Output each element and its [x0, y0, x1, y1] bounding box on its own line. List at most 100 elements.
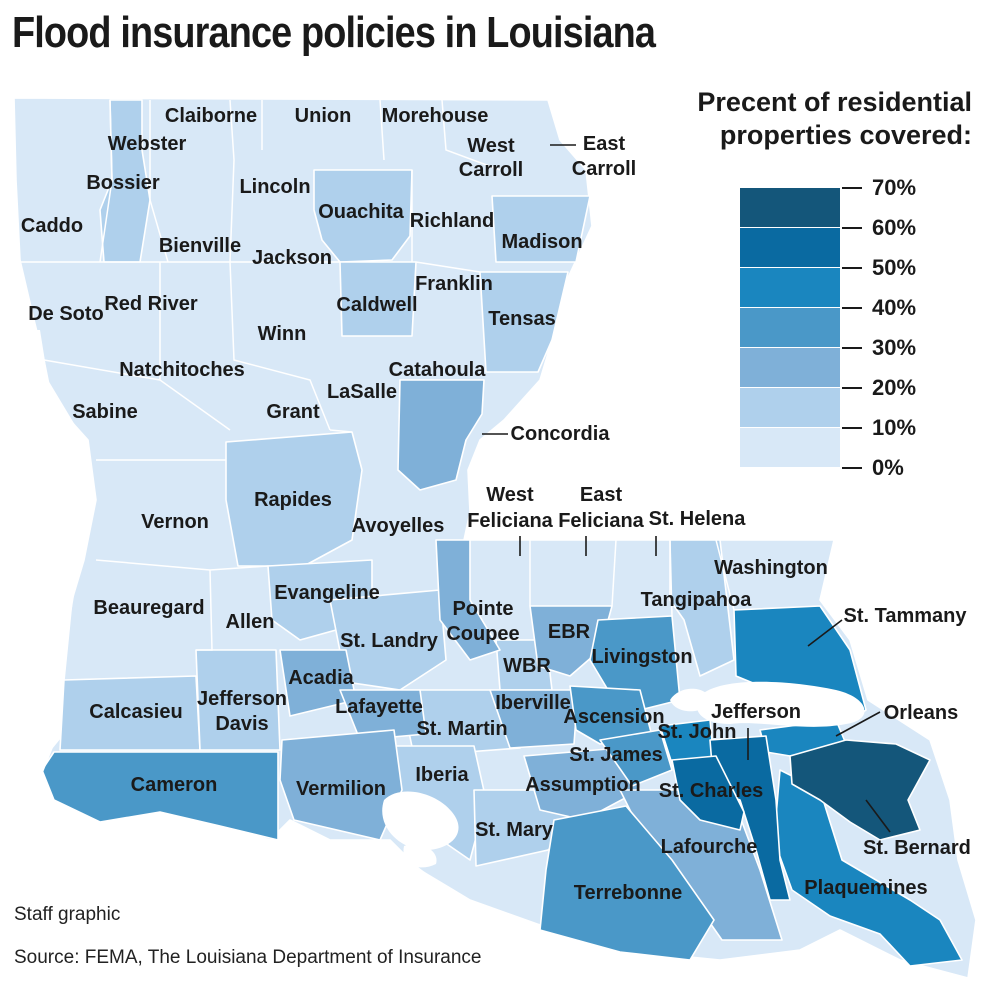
legend-tick-mark [842, 347, 862, 349]
legend-tick-mark [842, 267, 862, 269]
legend-bin-2 [740, 268, 840, 308]
label-evangeline: Evangeline [274, 582, 380, 604]
label-red-river: Red River [104, 293, 198, 315]
label-west-carroll-line1: West [467, 135, 515, 157]
label-allen: Allen [226, 611, 275, 633]
label-lafayette: Lafayette [335, 696, 423, 718]
county-region-assumption [523, 747, 641, 821]
label-west-feliciana-line2: Feliciana [467, 510, 553, 532]
label-caldwell: Caldwell [336, 294, 417, 316]
county-region-ebr [529, 605, 613, 677]
label-bienville: Bienville [159, 235, 241, 257]
label-st-john: St. John [658, 721, 737, 743]
label-lincoln: Lincoln [239, 176, 310, 198]
label-iberia: Iberia [415, 764, 469, 786]
label-washington: Washington [714, 557, 828, 579]
gulf-coast-shape [0, 802, 990, 990]
vermilion-bay-shape [382, 791, 459, 851]
label-leader-lines [482, 144, 891, 833]
label-caddo: Caddo [21, 215, 83, 237]
label-iberville: Iberville [495, 692, 571, 714]
label-tangipahoa: Tangipahoa [641, 589, 753, 611]
label-claiborne: Claiborne [165, 105, 257, 127]
credit-line: Staff graphic [14, 904, 121, 925]
label-west-carroll-line2: Carroll [459, 159, 523, 181]
label-jefferson-davis-line2: Davis [215, 713, 268, 735]
label-calcasieu: Calcasieu [89, 701, 182, 723]
legend-tick-mark [842, 307, 862, 309]
label-ascension: Ascension [563, 706, 664, 728]
label-natchitoches: Natchitoches [119, 359, 245, 381]
county-region-terrebonne [539, 805, 715, 961]
label-st-tammany: St. Tammany [844, 605, 968, 627]
label-st-landry: St. Landry [340, 630, 439, 652]
county-region-st-james [599, 729, 673, 787]
county-region-tangipahoa [669, 539, 735, 677]
label-morehouse: Morehouse [382, 105, 489, 127]
label-acadia: Acadia [288, 667, 354, 689]
county-region-jefferson-davis [195, 649, 281, 751]
label-east-carroll-line2: Carroll [572, 158, 636, 180]
county-region-tensas [479, 271, 569, 373]
label-sabine: Sabine [72, 401, 138, 423]
label-lafourche: Lafourche [661, 836, 758, 858]
label-madison: Madison [501, 231, 582, 253]
label-concordia: Concordia [511, 423, 611, 445]
label-jefferson: Jefferson [711, 701, 801, 723]
label-cameron: Cameron [131, 774, 218, 796]
legend-bin-0 [740, 188, 840, 228]
label-lasalle: LaSalle [327, 381, 397, 403]
county-region-st-charles [671, 755, 745, 831]
label-east-feliciana-line1: East [580, 484, 623, 506]
label-de-soto: De Soto [28, 303, 104, 325]
county-region-vermilion [279, 729, 403, 841]
legend-tick-mark [842, 427, 862, 429]
label-vernon: Vernon [141, 511, 209, 533]
label-union: Union [295, 105, 352, 127]
county-region-caldwell [339, 261, 417, 337]
legend-tick-label: 0% [872, 455, 904, 480]
label-terrebonne: Terrebonne [574, 882, 683, 904]
legend-tick-label: 40% [872, 295, 917, 320]
legend-bin-4 [740, 348, 840, 388]
label-pointe-coupee-line2: Coupee [446, 623, 519, 645]
label-winn: Winn [258, 323, 307, 345]
label-st-james: St. James [569, 744, 662, 766]
label-richland: Richland [410, 210, 494, 232]
legend-bin-1 [740, 228, 840, 268]
label-livingston: Livingston [591, 646, 692, 668]
label-st-martin: St. Martin [416, 718, 507, 740]
county-region-rapides [225, 431, 363, 567]
county-region-iberville [489, 689, 579, 749]
legend-tick-mark [842, 387, 862, 389]
label-ebr: EBR [548, 621, 591, 643]
legend-tick-label: 20% [872, 375, 917, 400]
label-bossier: Bossier [86, 172, 160, 194]
county-region-plaquemines [773, 769, 963, 967]
legend-title-line2: properties covered: [719, 120, 972, 150]
label-franklin: Franklin [415, 273, 493, 295]
label-jackson: Jackson [252, 247, 332, 269]
label-tensas: Tensas [488, 308, 555, 330]
label-avoyelles: Avoyelles [352, 515, 445, 537]
source-line: Source: FEMA, The Louisiana Department o… [14, 947, 482, 968]
county-region-lafayette [339, 689, 427, 741]
label-beauregard: Beauregard [93, 597, 204, 619]
county-region-concordia [397, 379, 485, 491]
label-catahoula: Catahoula [389, 359, 487, 381]
label-plaquemines: Plaquemines [804, 877, 927, 899]
label-rapides: Rapides [254, 489, 332, 511]
legend-tick-label: 10% [872, 415, 917, 440]
label-east-feliciana-line2: Feliciana [558, 510, 644, 532]
legend-tick-label: 70% [872, 175, 917, 200]
label-st-helena: St. Helena [649, 508, 747, 530]
legend-tick-label: 30% [872, 335, 917, 360]
label-east-carroll-line1: East [583, 133, 626, 155]
legend-tick-mark [842, 187, 862, 189]
page-title: Flood insurance policies in Louisiana [12, 8, 656, 57]
legend-bin-6 [740, 428, 840, 468]
county-labels: Claiborne Union Morehouse West Carroll E… [21, 105, 971, 904]
county-boundary-lines [20, 99, 735, 651]
legend-tick-mark [842, 227, 862, 229]
